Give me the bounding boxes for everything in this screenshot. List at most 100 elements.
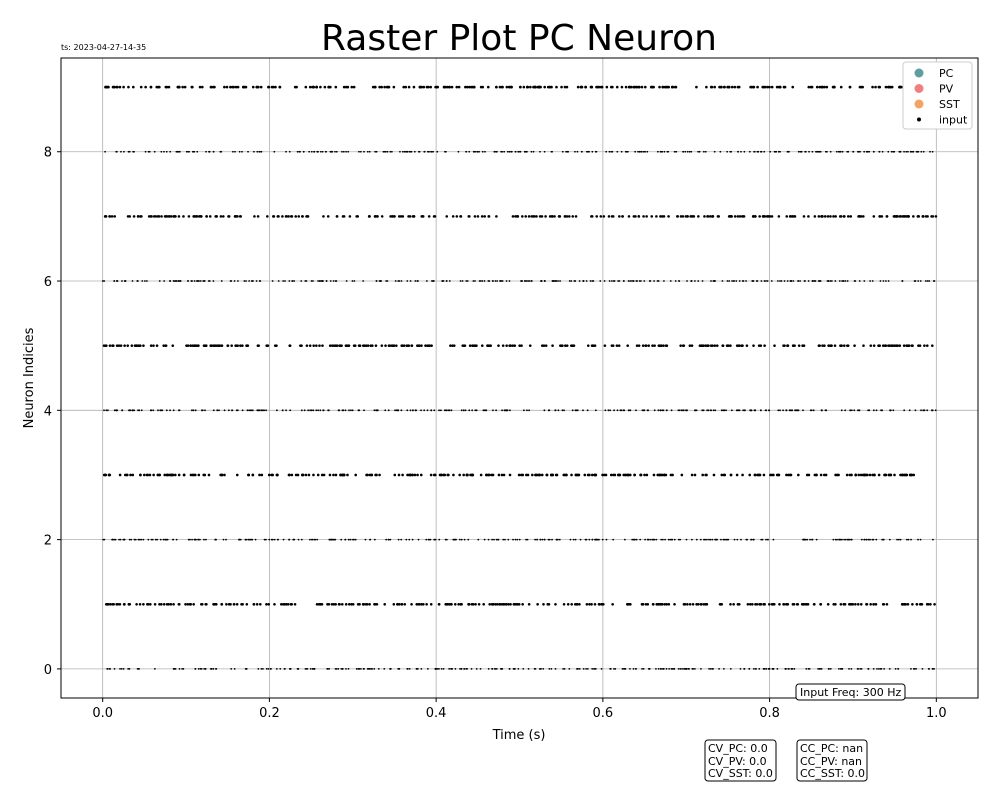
spike-point (223, 473, 226, 477)
spike-point (389, 215, 392, 218)
spike-point (494, 280, 497, 282)
spike-point (662, 409, 665, 412)
spike-point (322, 215, 325, 218)
spike-point (741, 215, 744, 218)
spike-point (720, 602, 724, 606)
spike-point (559, 280, 561, 282)
spike-point (601, 538, 604, 541)
spike-point (838, 280, 841, 282)
spike-point (642, 668, 645, 670)
spike-point (117, 344, 121, 347)
spike-point (659, 215, 662, 218)
spike-point (931, 344, 934, 347)
spike-point (818, 85, 822, 89)
spike-point (119, 668, 121, 670)
spike-point (863, 538, 866, 541)
spike-point (128, 668, 131, 670)
spike-point (449, 344, 452, 347)
spike-point (205, 150, 207, 153)
spike-point (526, 85, 530, 89)
spike-point (717, 215, 720, 218)
spike-point (310, 409, 313, 412)
spike-point (259, 85, 263, 89)
y-tick-label: 6 (44, 275, 52, 290)
spike-point (473, 150, 475, 153)
spike-point (843, 538, 846, 541)
spike-point (208, 215, 212, 218)
spike-point (273, 538, 276, 541)
spike-point (848, 602, 851, 606)
spike-point (570, 602, 573, 606)
spike-point (176, 150, 179, 153)
spike-point (225, 85, 229, 89)
spike-point (665, 602, 669, 606)
spike-point (290, 473, 294, 477)
spike-point (786, 150, 789, 153)
spike-point (542, 668, 545, 670)
spike-point (503, 409, 506, 412)
spike-point (554, 409, 557, 412)
spike-point (653, 409, 656, 412)
spike-point (471, 85, 474, 89)
y-tick-label: 0 (44, 663, 52, 678)
spike-point (310, 280, 313, 282)
spike-point (482, 602, 486, 606)
spike-point (127, 602, 131, 606)
spike-point (115, 280, 118, 282)
spike-point (176, 85, 180, 89)
spike-point (319, 409, 322, 412)
spike-point (751, 602, 754, 606)
spike-point (553, 280, 555, 282)
spike-point (627, 409, 630, 412)
spike-point (789, 473, 793, 477)
spike-point (160, 150, 163, 153)
spike-point (580, 150, 583, 153)
spike-point (859, 150, 861, 153)
spike-point (141, 280, 144, 282)
spike-point (450, 668, 452, 670)
spike-point (846, 215, 850, 218)
spike-point (750, 538, 752, 541)
spike-point (408, 150, 411, 153)
spike-point (586, 409, 589, 412)
spike-point (824, 409, 827, 412)
spike-point (926, 215, 929, 218)
spike-point (233, 280, 236, 282)
spike-point (643, 280, 646, 282)
spike-point (578, 668, 581, 670)
spike-point (130, 538, 133, 541)
spike-point (412, 409, 414, 412)
spike-point (172, 668, 175, 670)
spike-point (149, 344, 153, 347)
spike-point (551, 280, 554, 282)
spike-point (185, 344, 188, 347)
spike-point (160, 409, 162, 412)
spike-point (301, 473, 304, 477)
spike-point (293, 602, 297, 606)
spike-point (659, 409, 662, 412)
spike-point (420, 602, 423, 606)
spike-point (280, 602, 283, 606)
spike-point (506, 150, 509, 153)
spike-point (527, 602, 531, 606)
spike-point (351, 280, 354, 282)
spike-point (885, 602, 889, 606)
spike-point (422, 602, 425, 606)
spike-point (270, 668, 272, 670)
spike-point (310, 538, 313, 541)
spike-point (191, 538, 193, 541)
spike-point (433, 538, 436, 541)
spike-point (434, 538, 437, 541)
spike-point (502, 473, 506, 477)
spike-point (221, 215, 225, 218)
spike-point (554, 473, 558, 477)
spike-point (335, 668, 338, 670)
spike-point (880, 215, 884, 218)
spike-point (385, 538, 388, 541)
spike-point (713, 280, 716, 282)
spike-point (511, 344, 515, 347)
spike-point (268, 538, 271, 541)
spike-point (330, 344, 334, 347)
spike-point (204, 602, 207, 606)
spike-point (380, 344, 384, 347)
